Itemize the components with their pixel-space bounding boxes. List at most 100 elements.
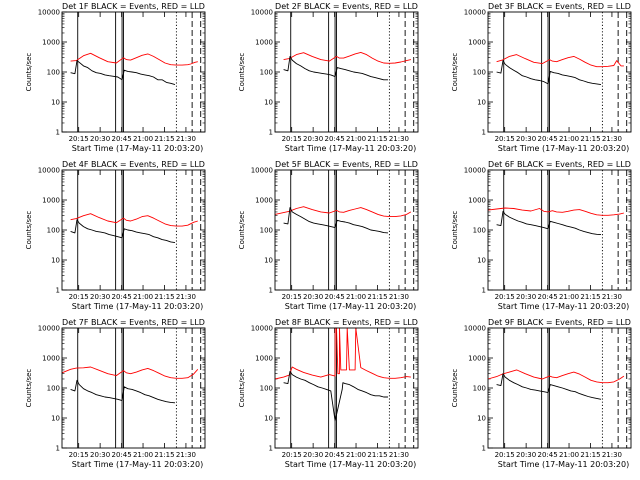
plot-frame — [274, 327, 419, 449]
x-axis-label: Start Time (17-May-11 20:03:20) — [285, 144, 416, 153]
detector-panel-5: Det 5F BLACK = Events, RED = LLD Counts/s… — [238, 160, 419, 311]
x-tick-label: 20:30 — [516, 451, 536, 459]
x-tick-label: 20:15 — [282, 451, 302, 459]
y-tick-label: 1000 — [42, 39, 60, 47]
y-axis-label: Counts/sec — [451, 211, 459, 250]
x-axis-label: Start Time (17-May-11 20:03:20) — [498, 302, 629, 311]
y-tick-label: 10 — [477, 415, 486, 423]
plot-frame — [487, 169, 632, 291]
x-tick-label: 21:15 — [154, 293, 174, 301]
y-tick-label: 10 — [51, 415, 60, 423]
y-tick-label: 10000 — [38, 9, 60, 17]
detector-panel-4: Det 4F BLACK = Events, RED = LLD Counts/s… — [25, 160, 206, 311]
x-tick-label: 20:45 — [111, 293, 131, 301]
x-tick-label: 20:15 — [495, 451, 515, 459]
x-tick-label: 21:30 — [602, 451, 622, 459]
x-tick-label: 20:30 — [303, 293, 323, 301]
x-tick-label: 20:45 — [537, 451, 557, 459]
x-tick-label: 21:00 — [133, 293, 153, 301]
y-tick-label: 10 — [51, 257, 60, 265]
lld-series-line — [274, 206, 412, 218]
events-series-line — [496, 210, 602, 236]
x-tick-label: 20:30 — [90, 293, 110, 301]
x-tick-label: 21:15 — [154, 451, 174, 459]
plot-frame — [61, 11, 206, 133]
y-tick-label: 10000 — [38, 167, 60, 175]
x-tick-label: 21:30 — [602, 135, 622, 143]
x-tick-label: 20:15 — [69, 293, 89, 301]
x-tick-label: 20:15 — [69, 451, 89, 459]
events-series-line — [70, 60, 176, 86]
x-tick-label: 20:30 — [90, 135, 110, 143]
x-tick-label: 21:00 — [559, 135, 579, 143]
x-tick-label: 20:15 — [495, 293, 515, 301]
x-tick-label: 20:15 — [282, 135, 302, 143]
x-tick-label: 21:00 — [133, 135, 153, 143]
x-tick-label: 20:45 — [324, 451, 344, 459]
y-tick-label: 1 — [269, 445, 273, 453]
y-axis-label: Counts/sec — [238, 53, 246, 92]
plot-frame — [61, 327, 206, 449]
x-tick-label: 21:30 — [176, 451, 196, 459]
y-tick-label: 10000 — [251, 167, 273, 175]
y-tick-label: 1 — [482, 287, 486, 295]
y-tick-label: 10000 — [464, 325, 486, 333]
x-tick-label: 21:00 — [346, 135, 366, 143]
plot-frame — [274, 169, 419, 291]
y-axis-label: Counts/sec — [25, 211, 33, 250]
x-tick-label: 20:30 — [303, 135, 323, 143]
y-axis-label: Counts/sec — [451, 369, 459, 408]
x-tick-label: 20:45 — [111, 451, 131, 459]
x-tick-label: 20:30 — [90, 451, 110, 459]
y-tick-label: 1000 — [255, 355, 273, 363]
x-axis-label: Start Time (17-May-11 20:03:20) — [72, 302, 203, 311]
panel-title: Det 7F BLACK = Events, RED = LLD — [62, 318, 205, 327]
x-tick-label: 21:15 — [367, 135, 387, 143]
events-series-line — [496, 60, 602, 86]
x-tick-label: 21:00 — [133, 451, 153, 459]
lld-series-line — [274, 327, 411, 380]
panel-title: Det 9F BLACK = Events, RED = LLD — [488, 318, 631, 327]
events-series-line — [283, 370, 388, 422]
y-tick-label: 1 — [56, 287, 60, 295]
lld-series-line — [487, 369, 625, 384]
x-tick-label: 20:30 — [303, 451, 323, 459]
y-tick-label: 1000 — [42, 197, 60, 205]
x-tick-label: 20:45 — [111, 135, 131, 143]
y-tick-label: 1 — [56, 445, 60, 453]
x-tick-label: 21:00 — [346, 451, 366, 459]
panel-title: Det 3F BLACK = Events, RED = LLD — [488, 2, 631, 11]
plot-frame — [61, 169, 206, 291]
x-axis-label: Start Time (17-May-11 20:03:20) — [498, 144, 629, 153]
x-tick-label: 21:00 — [346, 293, 366, 301]
detector-panel-3: Det 3F BLACK = Events, RED = LLD Counts/s… — [451, 2, 632, 153]
detector-panel-1: Det 1F BLACK = Events, RED = LLD Counts/s… — [25, 2, 206, 153]
x-tick-label: 20:30 — [516, 293, 536, 301]
detector-panel-8: Det 8F BLACK = Events, RED = LLD Counts/s… — [238, 318, 419, 469]
x-axis-label: Start Time (17-May-11 20:03:20) — [498, 460, 629, 469]
y-tick-label: 100 — [260, 385, 273, 393]
x-tick-label: 20:15 — [495, 135, 515, 143]
y-tick-label: 1 — [269, 129, 273, 137]
plot-frame — [487, 11, 632, 133]
x-tick-label: 21:15 — [367, 451, 387, 459]
panel-title: Det 4F BLACK = Events, RED = LLD — [62, 160, 205, 169]
y-tick-label: 100 — [47, 385, 60, 393]
x-tick-label: 20:45 — [324, 135, 344, 143]
x-tick-label: 21:30 — [389, 451, 409, 459]
x-tick-label: 21:30 — [602, 293, 622, 301]
y-axis-label: Counts/sec — [238, 369, 246, 408]
y-tick-label: 10 — [264, 99, 273, 107]
x-axis-label: Start Time (17-May-11 20:03:20) — [72, 144, 203, 153]
events-series-line — [496, 373, 602, 400]
y-tick-label: 10000 — [251, 325, 273, 333]
y-tick-label: 1000 — [468, 39, 486, 47]
x-tick-label: 20:45 — [324, 293, 344, 301]
events-series-line — [283, 207, 389, 234]
y-tick-label: 1 — [56, 129, 60, 137]
plot-frame — [487, 327, 632, 449]
y-axis-label: Counts/sec — [238, 211, 246, 250]
lld-series-line — [61, 366, 199, 379]
panel-title: Det 8F BLACK = Events, RED = LLD — [275, 318, 418, 327]
y-tick-label: 1000 — [468, 355, 486, 363]
